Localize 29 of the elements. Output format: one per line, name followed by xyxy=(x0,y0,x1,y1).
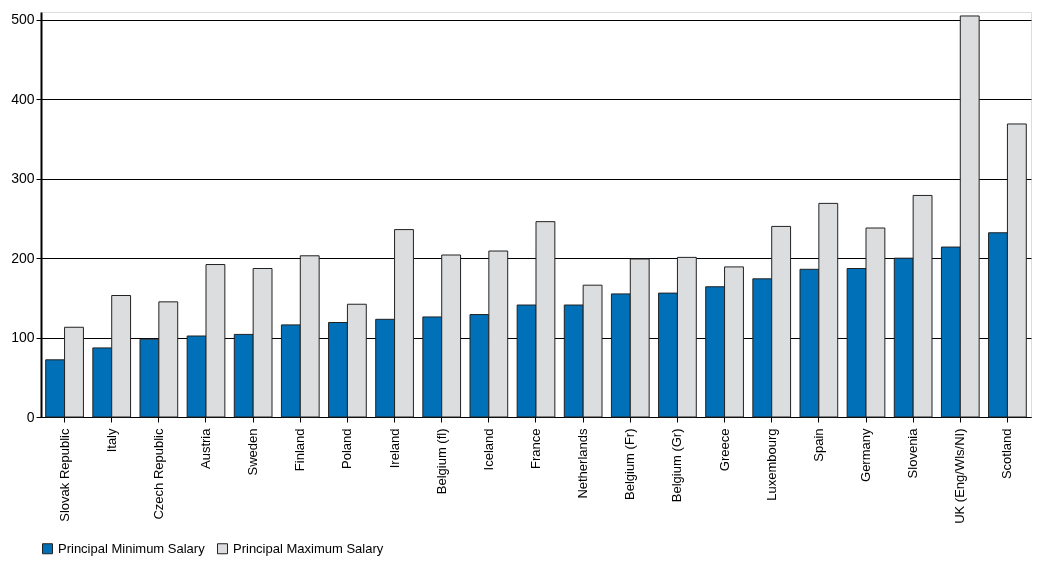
x-tick-label: Czech Republic xyxy=(150,428,166,520)
y-tick-label: 200 xyxy=(11,249,35,266)
x-tick-label: Netherlands xyxy=(575,428,591,499)
x-tick-label: Slovak Republic xyxy=(56,428,72,522)
x-tick-label: Belgium (Gr) xyxy=(669,428,685,503)
x-tick-label: Austria xyxy=(198,427,213,469)
legend-label: Principal Maximum Salary xyxy=(233,540,384,556)
y-tick-label: 500 xyxy=(11,11,35,28)
x-tick-label: Belgium (fl) xyxy=(433,428,449,495)
x-tick-label: Finland xyxy=(292,428,308,472)
x-tick-label: Luxembourg xyxy=(763,428,779,501)
y-tick-label: 400 xyxy=(11,90,35,107)
x-tick-label: Greece xyxy=(716,428,732,472)
legend-label: Principal Minimum Salary xyxy=(58,540,206,556)
x-tick-label: Belgium (Fr) xyxy=(622,428,638,501)
y-tick-label: 300 xyxy=(11,170,35,187)
x-tick-label: Scotland xyxy=(999,428,1015,480)
x-tick-label: Iceland xyxy=(480,428,496,471)
x-tick-label: UK (Eng/Wls/NI) xyxy=(952,428,968,524)
y-tick-label: 0 xyxy=(26,408,35,425)
x-tick-label: Italy xyxy=(103,428,119,453)
x-tick-label: Spain xyxy=(810,428,826,462)
x-tick-label: Slovenia xyxy=(905,427,921,479)
x-tick-label: France xyxy=(528,428,543,469)
x-tick-label: Sweden xyxy=(245,428,261,476)
x-tick-label: Ireland xyxy=(386,428,402,469)
x-tick-label: Poland xyxy=(339,428,355,469)
x-tick-label: Germany xyxy=(858,428,873,482)
y-tick-label: 100 xyxy=(11,329,35,346)
